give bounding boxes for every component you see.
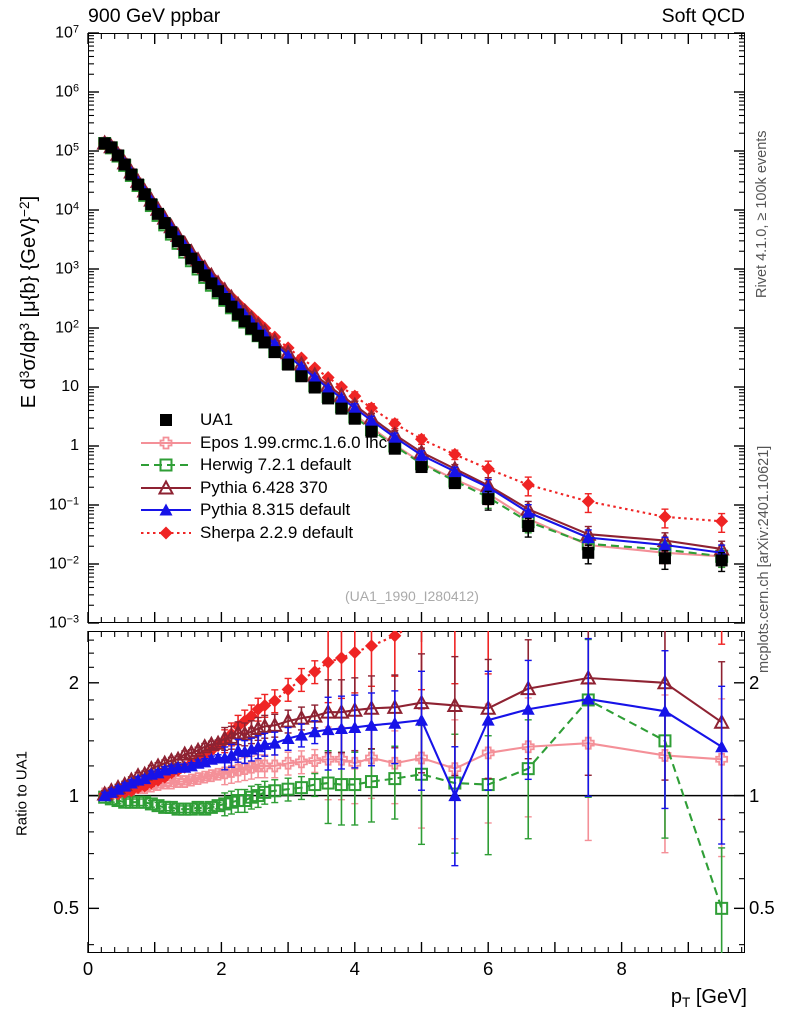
ratio-plot-panel: [88, 631, 745, 953]
legend-item: Pythia 8.315 default: [140, 499, 387, 522]
x-tick-label: 8: [616, 958, 627, 979]
main-data-canvas: [96, 134, 730, 573]
legend-key-epos: [140, 432, 192, 454]
main-plot-panel: [88, 33, 745, 623]
legend-key-pythia6: [140, 477, 192, 499]
analysis-id-watermark: (UA1_1990_I280412): [345, 588, 479, 604]
x-axis-label: pT [GeV]: [671, 986, 747, 1010]
ratio-y-tick-label-left: 2: [68, 671, 79, 693]
main-y-tick-labels: 107 106 105 104 103 102 10 1 10−1 10−2 10−3: [0, 24, 84, 632]
legend: UA1 Epos 1.99.crmc.1.6.0 lhc Herwig 7.2.1 …: [140, 409, 387, 544]
x-tick-labels: 0 2 4 6 8: [0, 958, 786, 988]
header-right-label: Soft QCD: [661, 5, 745, 27]
legend-item: Sherpa 2.2.9 default: [140, 522, 387, 545]
legend-item-label: Pythia 8.315 default: [200, 500, 351, 520]
ratio-y-tick-label-left: 1: [68, 784, 79, 806]
x-axis-label-text: pT [GeV]: [670, 986, 747, 1010]
main-y-tick-label: 104: [55, 200, 79, 219]
legend-key-ua1: [140, 409, 192, 431]
ratio-y-tick-labels-left: 2 1 0.5: [0, 631, 84, 953]
header-left-label: 900 GeV ppbar: [88, 5, 221, 27]
x-tick-label: 4: [349, 958, 360, 979]
x-tick-label: 2: [216, 958, 227, 979]
main-y-tick-label: 10−3: [48, 613, 79, 632]
main-y-tick-label: 10−2: [48, 554, 79, 573]
legend-item-label: Sherpa 2.2.9 default: [200, 522, 354, 542]
x-tick-label: 6: [483, 958, 494, 979]
main-y-tick-label: 1: [70, 437, 79, 454]
legend-item-label: UA1: [200, 410, 234, 430]
legend-item: Herwig 7.2.1 default: [140, 454, 387, 477]
ratio-y-tick-label-right: 0.5: [749, 897, 775, 919]
ratio-data-canvas: [88, 631, 745, 953]
main-y-tick-label: 10: [61, 378, 79, 395]
ratio-y-tick-label-left: 0.5: [53, 897, 79, 919]
main-y-tick-label: 105: [55, 141, 79, 160]
x-tick-label: 0: [82, 958, 94, 979]
legend-item-label: Herwig 7.2.1 default: [200, 455, 352, 475]
main-y-tick-label: 103: [55, 259, 79, 278]
legend-key-pythia8: [140, 499, 192, 521]
main-y-tick-label: 10−1: [48, 495, 79, 514]
legend-key-herwig: [140, 454, 192, 476]
legend-item: UA1: [140, 409, 387, 432]
main-y-tick-label: 107: [55, 23, 79, 42]
legend-item-label: Pythia 6.428 370: [200, 477, 328, 497]
ratio-y-tick-labels-right: 2 1 0.5: [749, 631, 786, 953]
main-y-tick-label: 102: [55, 318, 79, 337]
ratio-y-tick-label-right: 1: [749, 784, 760, 806]
legend-key-sherpa: [140, 522, 192, 544]
ratio-y-tick-label-right: 2: [749, 671, 760, 693]
legend-item: Pythia 6.428 370: [140, 477, 387, 500]
legend-item: Epos 1.99.crmc.1.6.0 lhc: [140, 432, 387, 455]
main-y-tick-label: 106: [55, 82, 79, 101]
legend-item-label: Epos 1.99.crmc.1.6.0 lhc: [200, 432, 388, 452]
